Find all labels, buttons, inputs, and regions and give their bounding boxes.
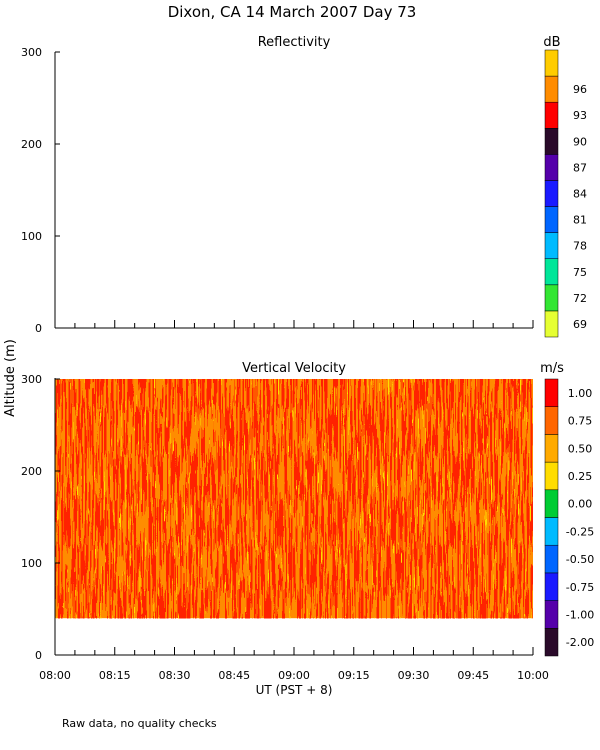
colorbar-label: 0.00: [568, 498, 593, 511]
colorbar-label: -2.00: [566, 636, 594, 649]
velocity-colorbar: m/s -2.00 -1.00 -0.75 -0.50 -0.25 0.00 0.25 0.5…: [540, 361, 594, 657]
figure-title: Dixon, CA 14 March 2007 Day 73: [168, 3, 417, 21]
reflectivity-x-ticks: [54, 320, 534, 328]
colorbar-label: 0.50: [568, 442, 593, 455]
y-tick-label: 100: [21, 230, 42, 243]
colorbar-label: -0.50: [566, 553, 594, 566]
colorbar-cell: [544, 75, 559, 103]
colorbar-cell: [544, 232, 559, 259]
velocity-colorbar-labels: -2.00 -1.00 -0.75 -0.50 -0.25 0.00 0.25 0.50 0.7…: [566, 387, 594, 649]
colorbar-label: 0.75: [568, 415, 593, 428]
colorbar-label: 93: [573, 109, 587, 122]
y-tick-label: 200: [21, 138, 42, 151]
reflectivity-colorbar: dB 69 72 75 78 81 84 87 90 93 96: [543, 35, 587, 338]
colorbar-cell: [544, 572, 559, 601]
colorbar-label: 69: [573, 318, 587, 331]
y-tick-label: 300: [21, 46, 42, 59]
colorbar-cell: [544, 310, 559, 338]
colorbar-cell: [544, 628, 559, 657]
colorbar-label: 0.25: [568, 470, 593, 483]
x-tick-label: 10:00: [517, 669, 549, 682]
colorbar-cell: [544, 517, 559, 546]
velocity-x-tick-labels: 08:00 08:15 08:30 08:45 09:00 09:15 09:30 09:45…: [39, 669, 549, 682]
colorbar-label: 75: [573, 266, 587, 279]
reflectivity-panel: Reflectivity 0 100 200 300: [21, 35, 534, 335]
velocity-data-field: [55, 379, 533, 619]
colorbar-cell: [544, 406, 559, 435]
x-tick-label: 09:45: [457, 669, 489, 682]
colorbar-label: 1.00: [568, 387, 593, 400]
colorbar-cell: [544, 101, 559, 129]
colorbar-label: 87: [573, 161, 587, 174]
colorbar-label: -0.25: [566, 525, 594, 538]
velocity-colorbar-cells: [544, 378, 559, 657]
colorbar-cell: [544, 489, 559, 518]
x-tick-label: 08:15: [99, 669, 131, 682]
x-tick-label: 08:00: [39, 669, 71, 682]
y-tick-label: 100: [21, 557, 42, 570]
colorbar-label: 81: [573, 214, 587, 227]
y-tick-label: 0: [35, 322, 42, 335]
x-tick-label: 08:45: [218, 669, 250, 682]
colorbar-label: -0.75: [566, 581, 594, 594]
colorbar-cell: [544, 461, 559, 491]
x-tick-label: 09:00: [278, 669, 310, 682]
velocity-colorbar-unit: m/s: [540, 361, 564, 376]
colorbar-label: 84: [573, 188, 587, 201]
velocity-y-ticks: 0 100 200 300: [21, 373, 60, 662]
reflectivity-y-ticks: 0 100 200 300: [21, 46, 60, 335]
colorbar-cell: [544, 544, 559, 574]
colorbar-label: 78: [573, 240, 587, 253]
colorbar-cell: [544, 600, 559, 629]
y-tick-label: 200: [21, 465, 42, 478]
colorbar-label: 90: [573, 135, 587, 148]
x-tick-label: 09:30: [398, 669, 430, 682]
colorbar-cell: [544, 128, 559, 155]
colorbar-cell: [544, 284, 559, 312]
x-tick-label: 08:30: [159, 669, 191, 682]
colorbar-cell: [544, 180, 559, 207]
altitude-axis-label: Altitude (m): [3, 339, 18, 417]
reflectivity-colorbar-cells: [544, 49, 559, 338]
velocity-title: Vertical Velocity: [242, 361, 346, 376]
y-tick-label: 300: [21, 373, 42, 386]
colorbar-cell: [544, 434, 559, 463]
colorbar-cell: [544, 49, 559, 77]
reflectivity-colorbar-unit: dB: [543, 35, 560, 50]
colorbar-cell: [544, 154, 559, 181]
footer-note: Raw data, no quality checks: [62, 717, 217, 730]
velocity-x-ticks: [54, 647, 534, 655]
colorbar-label: 96: [573, 83, 587, 96]
velocity-x-axis-label: UT (PST + 8): [256, 683, 333, 697]
reflectivity-title: Reflectivity: [258, 35, 331, 50]
x-tick-label: 09:15: [338, 669, 370, 682]
colorbar-label: 72: [573, 292, 587, 305]
colorbar-label: -1.00: [566, 608, 594, 621]
colorbar-cell: [544, 258, 559, 286]
colorbar-cell: [544, 206, 559, 233]
colorbar-cell: [544, 378, 559, 407]
reflectivity-colorbar-labels: 69 72 75 78 81 84 87 90 93 96: [573, 83, 587, 331]
y-tick-label: 0: [35, 649, 42, 662]
